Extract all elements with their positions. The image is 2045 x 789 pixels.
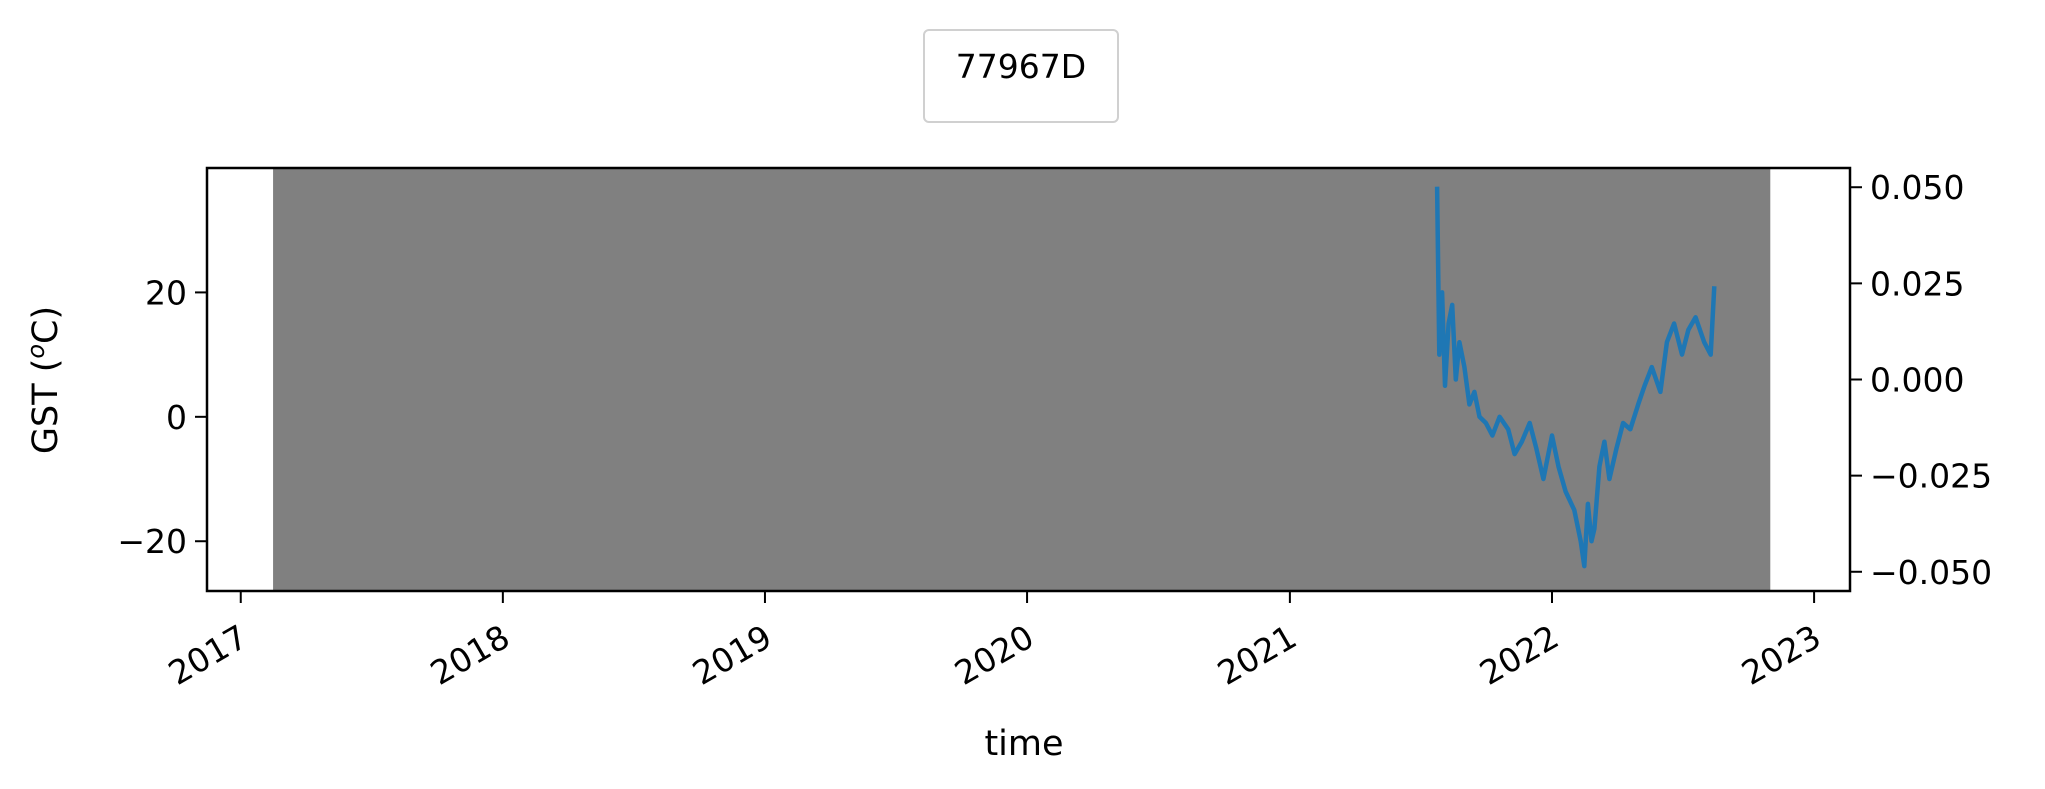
legend: 77967D — [923, 29, 1119, 123]
y-tick-label: 20 — [145, 273, 187, 312]
x-axis-label: time — [984, 724, 1063, 764]
y-tick-label: −20 — [117, 522, 187, 561]
x-tick-label: 2019 — [686, 617, 778, 693]
series-line-0 — [1434, 186, 1717, 569]
y2-tick-label: 0.025 — [1870, 264, 1964, 303]
y2-tick-label: 0.050 — [1870, 168, 1964, 207]
y2-tick-label: 0.000 — [1870, 361, 1964, 400]
y2-tick-label: −0.050 — [1870, 553, 1992, 592]
x-tick-label: 2020 — [948, 617, 1040, 693]
x-tick-label: 2017 — [162, 617, 254, 693]
y-axis-label: GST (oC) — [22, 306, 66, 454]
x-tick-label: 2018 — [424, 617, 516, 693]
y-tick-label: 0 — [166, 398, 187, 437]
y2-tick-label: −0.025 — [1870, 457, 1992, 496]
legend-label: 77967D — [955, 47, 1087, 86]
x-tick-label: 2022 — [1473, 617, 1565, 693]
x-tick-label: 2023 — [1735, 617, 1827, 693]
shaded-region — [273, 168, 1771, 591]
x-tick-label: 2021 — [1211, 617, 1303, 693]
